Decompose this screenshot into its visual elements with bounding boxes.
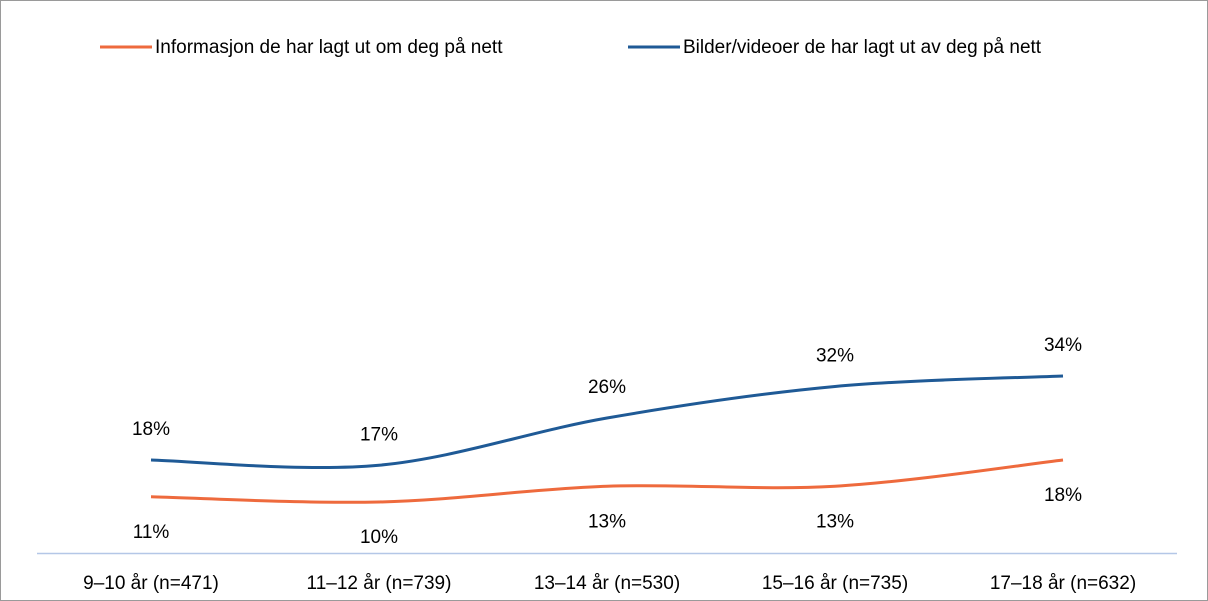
x-tick-label: 17–18 år (n=632)	[990, 573, 1136, 594]
x-tick-label: 15–16 år (n=735)	[762, 573, 908, 594]
data-label: 18%	[132, 419, 170, 440]
data-label: 11%	[133, 522, 170, 543]
x-tick-label: 9–10 år (n=471)	[83, 573, 219, 594]
x-tick-label: 13–14 år (n=530)	[534, 573, 680, 594]
legend-label: Informasjon de har lagt ut om deg på net…	[155, 37, 503, 58]
data-label: 34%	[1044, 335, 1082, 356]
data-label: 13%	[588, 511, 626, 532]
series-line	[150, 458, 1064, 504]
data-label: 13%	[816, 511, 854, 532]
data-label: 17%	[360, 424, 398, 445]
x-tick-label: 11–12 år (n=739)	[307, 573, 452, 594]
data-label: 26%	[588, 377, 626, 398]
data-label: 32%	[816, 346, 854, 367]
data-label: 10%	[360, 527, 398, 548]
legend-label: Bilder/videoer de har lagt ut av deg på …	[683, 37, 1042, 58]
series-line	[150, 374, 1064, 470]
data-label: 18%	[1044, 485, 1082, 506]
